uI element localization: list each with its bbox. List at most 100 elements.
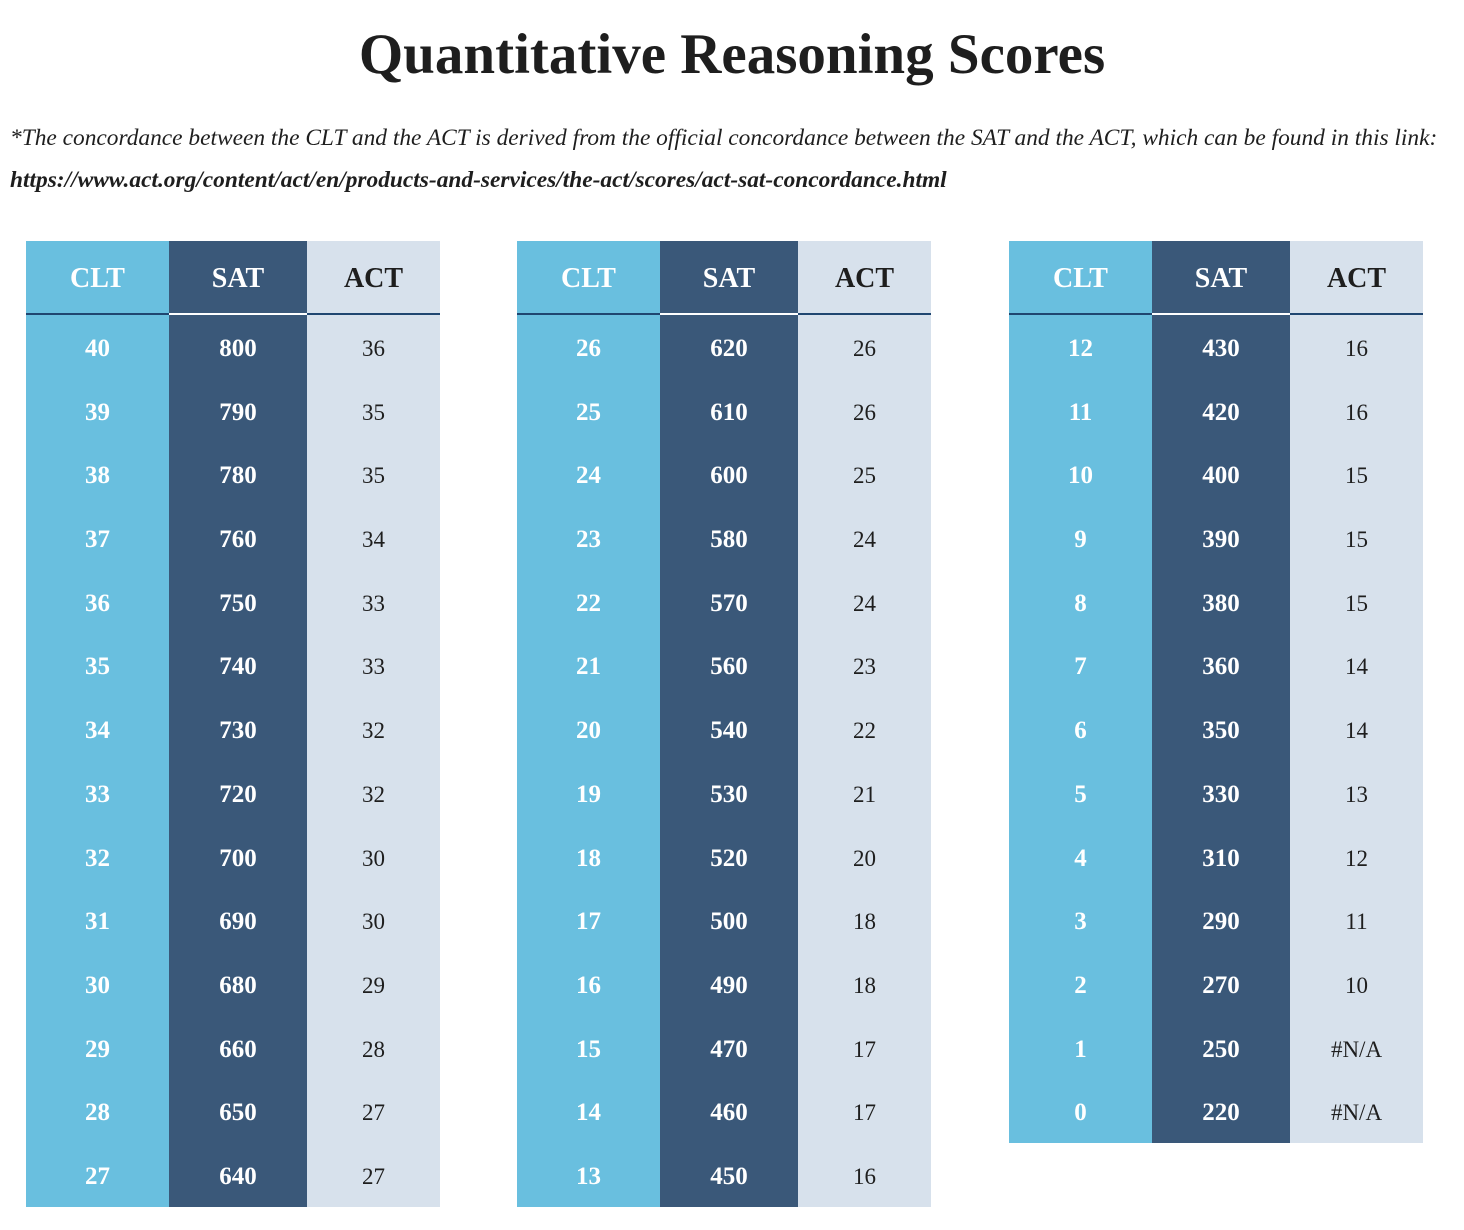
- clt-cell: 9: [1074, 526, 1087, 554]
- header-rule: [1290, 313, 1423, 315]
- clt-cell: 37: [85, 526, 110, 554]
- sat-cell: 270: [1202, 971, 1240, 999]
- sat-cell: 740: [219, 653, 257, 681]
- clt-cell: 32: [85, 844, 110, 872]
- act-cell: 24: [853, 527, 876, 553]
- act-cell: 17: [853, 1036, 876, 1062]
- sat-cell: 680: [219, 971, 257, 999]
- sat-cell: 520: [710, 844, 748, 872]
- act-cell: 13: [1345, 781, 1368, 807]
- sat-cell: 790: [219, 398, 257, 426]
- sat-cell: 720: [219, 780, 257, 808]
- act-cell: 15: [1345, 527, 1368, 553]
- sat-cell: 660: [219, 1035, 257, 1063]
- act-cell: 17: [853, 1100, 876, 1126]
- sat-cell: 430: [1202, 335, 1240, 362]
- sat-cell: 220: [1202, 1099, 1240, 1127]
- act-column: ACT 26 26 25 24 24 23 22 21 20 18 18 17 17 16: [798, 241, 931, 1207]
- clt-cell: 21: [576, 653, 601, 681]
- act-header: ACT: [834, 263, 895, 294]
- concordance-note: *The concordance between the CLT and the…: [10, 117, 1455, 201]
- act-cell: 33: [362, 590, 385, 616]
- sat-cell: 570: [710, 589, 748, 617]
- clt-cell: 38: [85, 462, 110, 490]
- act-cell: 35: [362, 463, 385, 489]
- sat-cell: 760: [219, 526, 257, 554]
- act-cell: 20: [853, 845, 876, 871]
- clt-cell: 39: [85, 398, 110, 426]
- clt-cell: 40: [85, 335, 110, 362]
- clt-cell: 13: [576, 1162, 601, 1190]
- clt-cell: 14: [576, 1099, 601, 1127]
- act-cell: 28: [362, 1036, 385, 1062]
- header-rule: [307, 313, 440, 315]
- sat-cell: 600: [710, 462, 748, 490]
- clt-cell: 30: [85, 971, 110, 999]
- sat-cell: 540: [710, 717, 748, 745]
- sat-column: SAT 800 790 780 760 750 740 730 720 700 690 680 660 6…: [169, 241, 307, 1207]
- act-cell: 25: [853, 463, 876, 489]
- sat-cell: 450: [710, 1162, 748, 1190]
- act-cell: 11: [1345, 909, 1368, 935]
- sat-column: SAT 620 610 600 580 570 560 540 530 520 500 490 470 4…: [660, 241, 798, 1207]
- sat-cell: 700: [219, 844, 257, 872]
- clt-cell: 5: [1074, 780, 1087, 808]
- sat-cell: 290: [1202, 908, 1240, 936]
- clt-cell: 4: [1074, 844, 1087, 872]
- act-cell: 30: [362, 845, 385, 871]
- page-title: Quantitative Reasoning Scores: [358, 23, 1106, 86]
- clt-header: CLT: [1052, 263, 1108, 294]
- act-cell: 32: [362, 781, 385, 807]
- clt-cell: 7: [1074, 653, 1087, 681]
- sat-cell: 500: [710, 908, 748, 936]
- sat-cell: 380: [1202, 589, 1240, 617]
- act-header: ACT: [1326, 263, 1387, 294]
- act-cell: 22: [853, 718, 876, 744]
- act-column: ACT 16 16 15 15 15 14 14 13 12 11 10 #N/A #N/A: [1290, 241, 1423, 1143]
- act-cell: 18: [853, 909, 876, 935]
- clt-cell: 33: [85, 780, 110, 808]
- clt-column: CLT 12 11 10 9 8 7 6 5 4 3 2 1 0: [1009, 241, 1152, 1143]
- act-cell: 27: [362, 1163, 385, 1189]
- clt-cell: 12: [1068, 335, 1093, 362]
- act-cell: 14: [1345, 718, 1368, 744]
- sat-cell: 470: [710, 1035, 748, 1063]
- act-cell: 21: [853, 781, 876, 807]
- clt-cell: 34: [85, 717, 110, 745]
- sat-column: SAT 430 420 400 390 380 360 350 330 310 290 270 250 2…: [1152, 241, 1290, 1143]
- clt-cell: 23: [576, 526, 601, 554]
- header-rule: [1009, 313, 1152, 315]
- sat-cell: 640: [219, 1162, 257, 1190]
- act-cell: 33: [362, 654, 385, 680]
- header-rule: [517, 313, 660, 315]
- act-column: ACT 36 35 35 34 33 33 32 32 30 30 29 28 27 27: [307, 241, 440, 1207]
- act-cell: 10: [1345, 972, 1368, 998]
- concordance-link[interactable]: https://www.act.org/content/act/en/produ…: [10, 167, 947, 193]
- sat-cell: 580: [710, 526, 748, 554]
- sat-cell: 310: [1202, 844, 1240, 872]
- act-cell: 35: [362, 399, 385, 425]
- sat-cell: 490: [710, 971, 748, 999]
- act-cell: 24: [853, 590, 876, 616]
- clt-cell: 22: [576, 589, 601, 617]
- act-cell: 14: [1345, 654, 1368, 680]
- act-cell: 36: [362, 336, 385, 361]
- sat-cell: 780: [219, 462, 257, 490]
- sat-cell: 560: [710, 653, 748, 681]
- header-rule: [26, 313, 169, 315]
- act-cell: 15: [1345, 590, 1368, 616]
- clt-cell: 3: [1074, 908, 1087, 936]
- header-rule: [660, 313, 798, 315]
- clt-cell: 24: [576, 462, 601, 490]
- act-cell: 23: [853, 654, 876, 680]
- act-cell: 15: [1345, 463, 1368, 489]
- sat-cell: 360: [1202, 653, 1240, 681]
- clt-cell: 11: [1068, 398, 1093, 426]
- clt-cell: 20: [576, 717, 601, 745]
- sat-header: SAT: [1194, 263, 1248, 294]
- header-rule: [798, 313, 931, 315]
- sat-cell: 530: [710, 780, 748, 808]
- note-text: *The concordance between the CLT and the…: [10, 125, 1438, 151]
- sat-cell: 620: [710, 335, 748, 362]
- clt-cell: 19: [576, 780, 601, 808]
